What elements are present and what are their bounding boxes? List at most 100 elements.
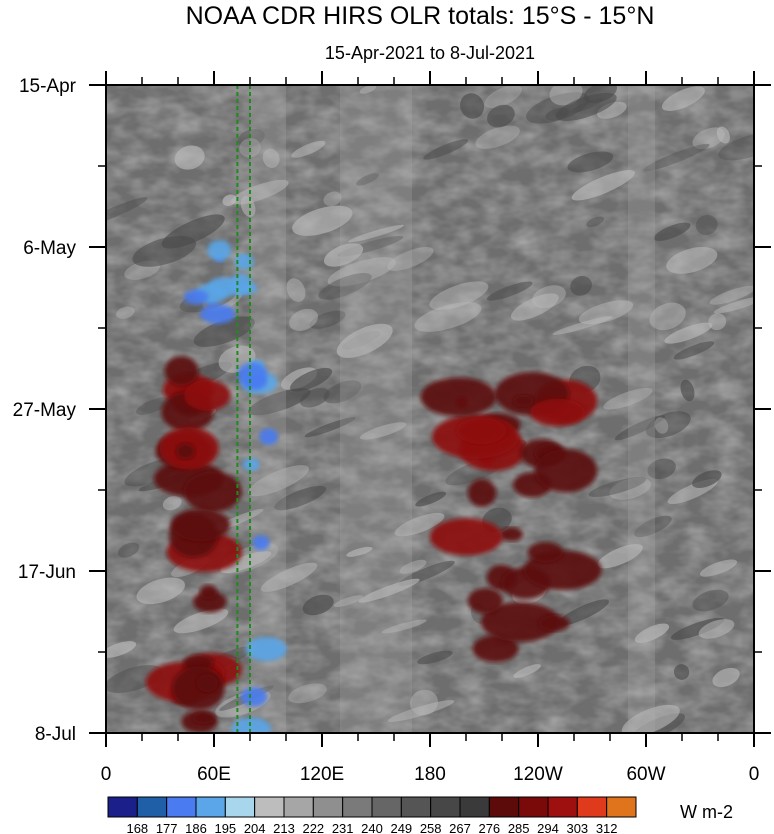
texture-streak [394,512,445,537]
texture-streak [289,308,319,331]
texture-streak [552,316,613,335]
colorbar-label: 249 [390,821,412,834]
y-tick-label: 15-Apr [19,76,77,97]
texture-streak [692,127,725,150]
texture-streak [230,179,289,205]
colorbar-swatch [312,796,344,818]
high-olr-blob [538,615,570,632]
convective-band [250,85,286,733]
texture-streak [237,128,265,148]
low-olr-blob [242,458,260,471]
texture-streak [692,470,722,489]
texture-streak [513,664,541,678]
texture-streak [487,104,515,128]
high-olr-blob [429,518,503,556]
colorbar-swatch [195,796,226,818]
plot-area [106,85,754,733]
texture-streak [323,243,364,267]
texture-streak [555,92,617,122]
texture-streak [309,310,346,329]
high-olr-blob [183,471,242,512]
colorbar-swatch [136,796,168,818]
texture-streak [654,417,669,434]
texture-streak [484,85,522,109]
texture-streak [429,281,489,310]
x-tick-label: 120W [513,764,563,785]
texture-streak [664,322,713,344]
texture-streak [288,683,327,704]
texture-streak [348,224,404,243]
texture-streak [292,205,353,236]
texture-streak [708,313,727,331]
texture-streak [423,139,469,160]
convective-band [628,85,655,733]
texture-streak [532,285,566,309]
texture-streak [173,608,229,634]
texture-streak [174,145,205,170]
texture-streak [359,422,407,440]
texture-streak [475,125,520,149]
texture-streak [417,650,453,665]
low-olr-blob [183,289,209,305]
high-olr-blob [499,527,524,542]
y-tick-label: 17-Jun [18,562,76,583]
colorbar-label: 240 [361,821,383,834]
texture-streak [549,85,583,106]
texture-streak [567,151,614,173]
colorbar-label: 303 [566,821,588,834]
x-tick-label: 0 [101,764,112,785]
high-olr-blob [530,398,585,427]
texture-streak [570,275,592,296]
texture-streak [399,559,427,574]
colorbar: 168 177 186 195 204 213 222 231 240 249 258 267 276 2… [107,796,637,834]
high-olr-blob [456,417,507,445]
y-tick-label: 6-May [23,238,76,259]
texture-streak [645,411,691,438]
colorbar-label: 231 [332,821,354,834]
texture-streak [526,92,590,124]
colorbar-swatch [488,796,520,818]
texture-streak [248,465,309,497]
texture-streak [621,704,680,733]
colorbar-swatch [283,796,314,818]
x-tick-label: 0 [749,764,760,785]
texture-streak [699,559,738,577]
texture-streak [318,272,372,300]
colorbar-label: 222 [302,821,324,834]
low-olr-blob [200,304,236,324]
low-olr-blob [240,687,268,707]
low-olr-blob [234,253,254,270]
texture-streak [291,140,326,158]
texture-streak [304,417,356,438]
colorbar-label: 195 [214,821,236,834]
texture-streak [274,485,327,511]
texture-streak [327,257,396,287]
texture-streak [220,551,272,574]
texture-streak [106,641,137,658]
texture-streak [193,316,255,347]
texture-streak [597,544,643,569]
colorbar-swatch [342,796,373,818]
texture-streak [323,191,342,206]
texture-streak [262,148,280,168]
texture-streak [220,543,279,574]
convective-band [340,85,412,733]
high-olr-blob [534,449,598,493]
x-axis: 0 60E 120E 180 120W 60W 0 [101,71,760,785]
texture-streak [117,542,140,558]
colorbar-label: 186 [185,821,207,834]
high-olr-blob [196,674,218,693]
high-olr-blob [480,601,560,642]
texture-streak [460,93,485,119]
high-olr-blob [164,356,199,386]
texture-streak [643,143,710,172]
x-tick-label: 180 [414,764,446,785]
colorbar-swatch [254,796,285,818]
texture-streak [239,138,261,158]
texture-streak [136,577,185,605]
olr-anomaly-blobs [145,240,602,733]
texture-streak [333,595,364,608]
texture-streak [673,664,690,680]
reference-lines [236,85,251,733]
